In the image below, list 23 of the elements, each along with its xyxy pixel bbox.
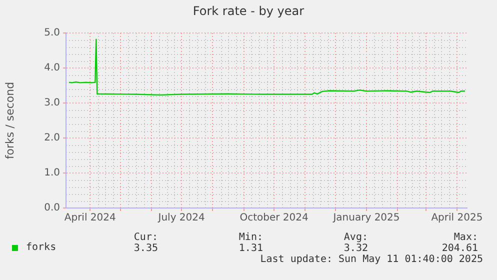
- text: Avg:: [344, 232, 368, 243]
- text: Max:: [454, 232, 478, 243]
- chart-title: Fork rate - by year: [192, 4, 306, 18]
- text: Last update: Sun May 11 01:40:00 2025: [260, 254, 483, 265]
- y-tick-label: 2.0: [44, 132, 60, 144]
- x-tick-label: April 2024: [64, 212, 116, 224]
- text: 3.32: [344, 243, 368, 254]
- y-tick-label: 5.0: [44, 28, 60, 39]
- x-tick-label: October 2024: [240, 212, 308, 224]
- legend-label: forks: [26, 242, 56, 253]
- x-tick-label: January 2025: [332, 212, 400, 224]
- text: Cur:: [134, 232, 158, 243]
- x-tick-label: April 2025: [431, 212, 483, 224]
- y-tick-label: 4.0: [44, 62, 60, 74]
- text: 204.61: [442, 243, 478, 254]
- x-tick-label: July 2024: [157, 212, 205, 224]
- y-axis-title: forks / second: [3, 82, 16, 160]
- text: Min:: [238, 232, 263, 243]
- y-tick-label: 3.0: [44, 98, 60, 109]
- text: 3.35: [134, 243, 158, 254]
- text: 1.31: [238, 243, 263, 254]
- y-tick-label: 0.0: [44, 202, 60, 214]
- y-tick-label: 1.0: [44, 168, 60, 179]
